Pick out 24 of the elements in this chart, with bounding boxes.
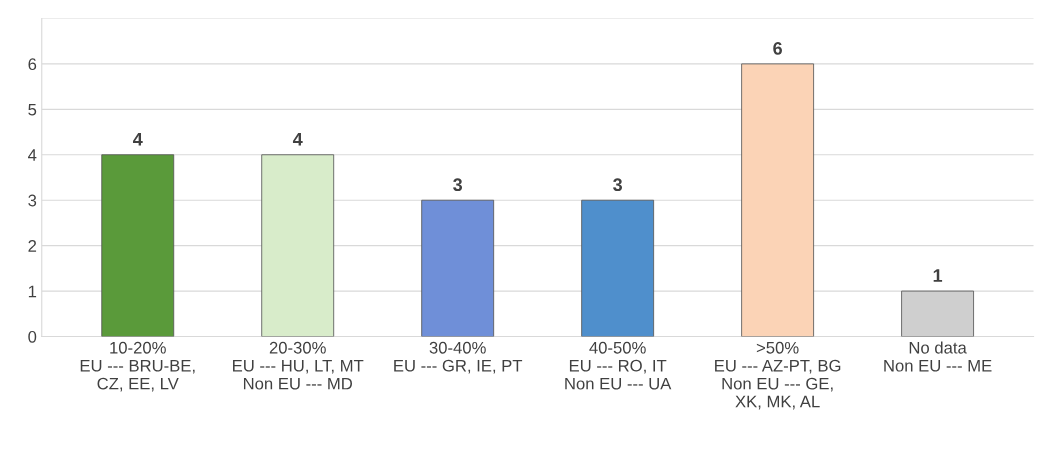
- bar: [261, 154, 335, 337]
- data-label: 6: [773, 41, 782, 55]
- x-tick-label: 30-40% EU --- GR, IE, PT: [394, 341, 523, 374]
- data-label: 4: [292, 133, 303, 146]
- bar: [421, 199, 495, 337]
- y-tick-label: 1: [28, 285, 37, 298]
- bar: [101, 154, 175, 337]
- bar: [581, 199, 655, 337]
- y-tick-label: 0: [28, 330, 37, 343]
- data-label: 3: [453, 178, 463, 192]
- x-tick-label: 10-20% EU --- BRU-BE, CZ, EE, LV: [80, 341, 195, 392]
- y-tick-label: 5: [28, 103, 37, 116]
- data-label: 1: [933, 269, 943, 282]
- y-tick-label: 3: [28, 194, 37, 207]
- x-tick-label: >50% EU --- AZ-PT, BG Non EU --- GE, XK, MK, AL: [715, 341, 841, 410]
- x-tick-label: 20-30% EU --- HU, LT, MT Non EU --- MD: [233, 341, 364, 390]
- y-tick-label: 2: [28, 240, 37, 252]
- y-tick-label: 6: [28, 58, 37, 71]
- x-tick-label: 40-50% EU --- RO, IT Non EU --- UA: [565, 341, 672, 390]
- bar: [741, 63, 815, 337]
- y-tick-label: 4: [28, 149, 37, 161]
- data-label: 3: [613, 178, 623, 192]
- x-tick-label: No data Non EU --- ME: [884, 341, 992, 372]
- data-label: 4: [132, 133, 143, 146]
